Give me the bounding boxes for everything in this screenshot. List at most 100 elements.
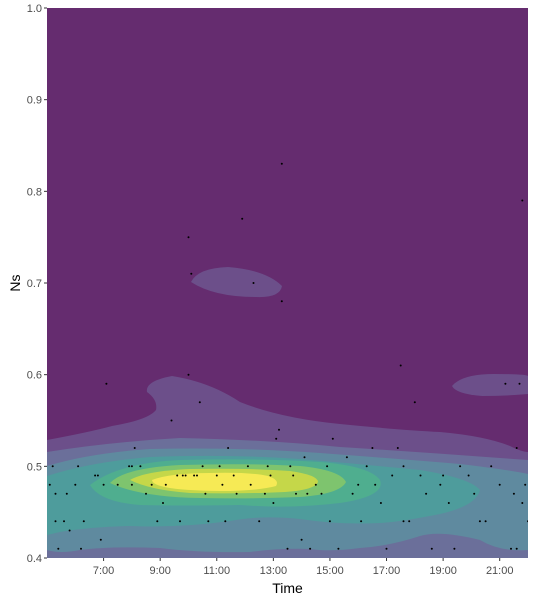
data-point [181,474,184,477]
data-point [187,236,190,239]
data-point [399,364,402,367]
data-point [204,492,207,495]
data-point [515,447,518,449]
data-point [215,474,218,477]
data-point [453,547,456,550]
data-point [351,492,354,495]
data-point [252,282,255,284]
data-point [235,492,238,495]
data-point [130,465,133,468]
data-point [518,382,521,385]
y-tick-label: 1.0 [27,3,42,15]
data-point [425,492,428,495]
data-point [357,483,360,486]
y-tick-label: 0.8 [27,186,42,198]
data-point [145,492,147,495]
x-tick-label: 11:00 [203,565,230,577]
data-point [249,483,252,486]
data-point [379,502,382,504]
data-point [54,492,57,495]
data-point [224,520,227,523]
data-point [82,520,85,523]
data-point [130,483,133,486]
x-tick-label: 15:00 [316,565,344,577]
data-point [391,474,394,477]
data-point [96,474,99,477]
data-point [196,474,198,477]
density-band-1c [452,374,528,396]
data-point [156,520,159,523]
data-point [77,465,80,468]
data-point [402,520,405,523]
y-tick-label: 0.6 [27,370,42,382]
data-point [374,483,377,486]
data-point [524,483,527,486]
data-point [139,465,142,468]
data-point [515,547,518,550]
data-point [184,474,187,477]
data-point [280,300,283,303]
data-point [365,465,368,468]
data-point [326,465,329,468]
data-point [521,199,524,202]
density-band-8 [152,472,277,491]
data-point [269,474,272,477]
data-point [300,538,303,541]
data-point [447,502,450,504]
data-point [179,520,181,523]
data-point [396,447,399,449]
data-point [48,483,51,486]
data-point [150,483,153,486]
data-point [232,474,235,477]
data-point [371,447,374,449]
data-point [102,483,105,486]
data-point [275,437,278,440]
data-point [345,456,348,459]
data-point [258,520,261,523]
data-point [198,401,201,404]
data-point [478,520,481,523]
data-point [68,529,71,532]
data-point [201,465,204,468]
data-point [510,547,512,550]
data-point [320,492,323,495]
data-point [473,492,476,495]
x-tick-label: 7:00 [93,565,114,577]
data-point [65,492,68,495]
data-point [408,520,411,523]
data-point [187,373,190,376]
y-tick-label: 0.7 [27,278,42,290]
data-points [48,162,528,550]
x-axis-ticks: 7:00 9:00 11:00 13:00 15:00 17:00 19:00 21:00 [93,558,513,577]
data-point [504,382,507,385]
data-point [439,483,442,486]
data-point [218,465,221,468]
data-point [176,474,179,477]
data-point [54,520,57,523]
y-tick-label: 0.9 [27,95,42,107]
data-point [272,502,275,504]
data-point [306,492,309,495]
data-point [286,547,289,550]
data-point [512,492,515,495]
data-point [99,538,102,541]
data-point [295,492,297,495]
data-point [57,547,60,550]
density-band-1b [191,267,282,298]
data-point [442,474,445,477]
data-point [328,520,331,523]
data-point [266,465,269,468]
x-axis-title: Time [272,580,303,596]
data-point [162,502,164,504]
data-point [459,465,462,468]
y-tick-label: 0.5 [27,461,42,473]
data-point [221,483,224,486]
data-point [133,447,136,449]
data-point [331,437,334,440]
data-point [116,483,119,486]
data-point [337,547,340,550]
data-point [241,217,244,220]
data-point [105,382,108,385]
data-point [430,547,433,550]
